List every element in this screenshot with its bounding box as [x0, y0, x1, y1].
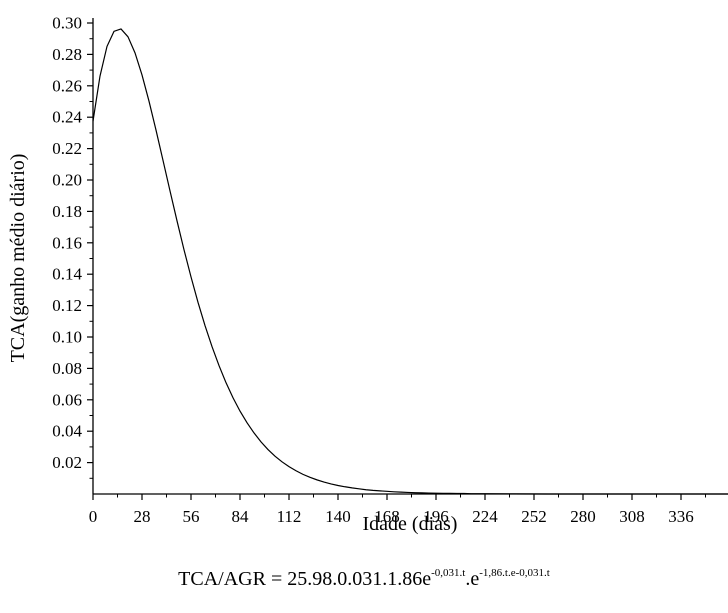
- x-tick-label: 308: [619, 507, 645, 526]
- equation-base: TCA/AGR = 25.98.0.031.1.86e: [178, 568, 432, 590]
- x-tick-label: 280: [570, 507, 596, 526]
- y-tick-label: 0.06: [52, 390, 82, 409]
- x-axis-label: Idade (dias): [363, 513, 458, 535]
- y-tick-label: 0.20: [52, 171, 82, 190]
- equation-exponent-1: -0,031.t: [431, 567, 466, 579]
- series-line: [92, 28, 728, 495]
- chart-axes: [92, 18, 728, 495]
- x-tick-label: 84: [232, 507, 250, 526]
- y-tick-label: 0.10: [52, 328, 82, 347]
- y-tick-label: 0.28: [52, 45, 82, 64]
- y-tick-label: 0.22: [52, 139, 82, 158]
- y-tick-label: 0.02: [52, 453, 82, 472]
- line-chart: 0 28 56 84 112 140 168 196 224 252 280 308 336 0.02 0.…: [7, 14, 728, 535]
- x-tick-label: 0: [89, 507, 98, 526]
- y-tick-label: 0.14: [52, 265, 82, 284]
- chart-ticks: 0 28 56 84 112 140 168 196 224 252 280 308 336 0.02 0.…: [52, 14, 706, 526]
- y-tick-label: 0.16: [52, 233, 82, 252]
- y-tick-label: 0.18: [52, 202, 82, 221]
- y-axis-label: TCA(ganho médio diário): [7, 154, 29, 363]
- y-tick-label: 0.04: [52, 422, 82, 441]
- x-tick-label: 28: [134, 507, 151, 526]
- model-equation: TCA/AGR = 25.98.0.031.1.86e-0,031.t.e-1,…: [0, 568, 728, 591]
- y-tick-label: 0.26: [52, 76, 82, 95]
- x-tick-label: 196: [423, 507, 449, 526]
- y-tick-label: 0.12: [52, 296, 82, 315]
- x-tick-label: 252: [521, 507, 547, 526]
- x-tick-label: 112: [277, 507, 302, 526]
- x-tick-label: 336: [668, 507, 694, 526]
- equation-mid: .e: [465, 568, 480, 590]
- y-tick-label: 0.08: [52, 359, 82, 378]
- x-tick-label: 140: [325, 507, 351, 526]
- equation-exponent-2: -1,86.t.e-0,031.t: [479, 567, 550, 579]
- x-tick-label: 168: [374, 507, 400, 526]
- x-tick-label: 56: [183, 507, 200, 526]
- y-tick-label: 0.30: [52, 14, 82, 33]
- x-tick-label: 224: [472, 507, 498, 526]
- y-tick-label: 0.24: [52, 108, 82, 127]
